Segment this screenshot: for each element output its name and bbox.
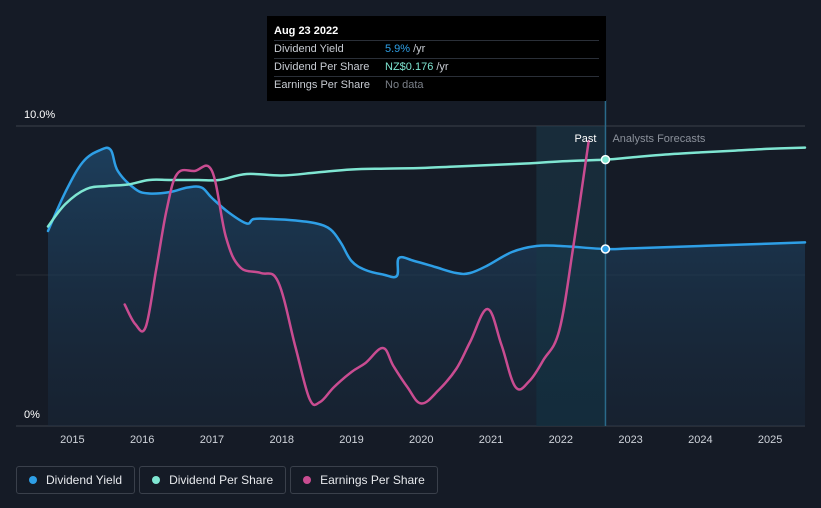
legend: Dividend Yield Dividend Per Share Earnin… (16, 466, 438, 494)
x-tick-label: 2025 (758, 434, 782, 446)
x-tick-label: 2018 (269, 434, 293, 446)
legend-dot-icon (152, 476, 161, 484)
legend-dot-icon (303, 476, 312, 484)
legend-earnings-per-share[interactable]: Earnings Per Share (290, 466, 438, 494)
dividend-yield-line (46, 146, 807, 279)
y-axis-top-label: 10.0% (24, 109, 55, 121)
tooltip-row-earnings-per-share: Earnings Per Share No data (274, 76, 599, 94)
dividend-yield-marker (600, 244, 611, 254)
dividend-yield-area (48, 147, 805, 427)
forecast-label: Analysts Forecasts (612, 133, 705, 145)
tooltip-label: Dividend Yield (274, 43, 344, 55)
x-tick-label: 2022 (549, 434, 573, 446)
x-tick-label: 2023 (618, 434, 642, 446)
x-tick-label: 2017 (200, 434, 224, 446)
tooltip: Aug 23 2022 Dividend Yield 5.9% /yr Divi… (267, 16, 606, 101)
x-tick-label: 2016 (130, 434, 154, 446)
x-tick-label: 2019 (339, 434, 363, 446)
past-highlight-band (536, 126, 606, 426)
x-tick-label: 2021 (479, 434, 503, 446)
tooltip-value: NZ$0.176 (385, 61, 434, 73)
x-tick-label: 2024 (688, 434, 712, 446)
tooltip-unit: /yr (413, 43, 426, 55)
legend-label: Dividend Per Share (169, 473, 274, 487)
y-axis-bottom-label: 0% (24, 409, 40, 421)
dividend-per-share-line (46, 146, 807, 228)
tooltip-unit: /yr (436, 61, 449, 73)
tooltip-value: No data (385, 79, 424, 91)
tooltip-row-dividend-yield: Dividend Yield 5.9% /yr (274, 40, 599, 58)
legend-dividend-per-share[interactable]: Dividend Per Share (139, 466, 287, 494)
legend-dot-icon (29, 476, 37, 484)
tooltip-label: Dividend Per Share (274, 61, 370, 73)
legend-label: Earnings Per Share (320, 473, 425, 487)
tooltip-label: Earnings Per Share (274, 79, 370, 91)
legend-label: Dividend Yield (46, 473, 123, 487)
earnings-per-share-line (123, 139, 590, 407)
tooltip-date: Aug 23 2022 (274, 25, 339, 37)
legend-dividend-yield[interactable]: Dividend Yield (16, 466, 136, 494)
dividend-per-share-marker (600, 154, 611, 165)
past-label: Past (574, 133, 596, 145)
tooltip-row-dividend-per-share: Dividend Per Share NZ$0.176 /yr (274, 58, 599, 76)
x-tick-label: 2015 (60, 434, 84, 446)
tooltip-value: 5.9% (385, 43, 411, 55)
x-tick-label: 2020 (409, 434, 433, 446)
